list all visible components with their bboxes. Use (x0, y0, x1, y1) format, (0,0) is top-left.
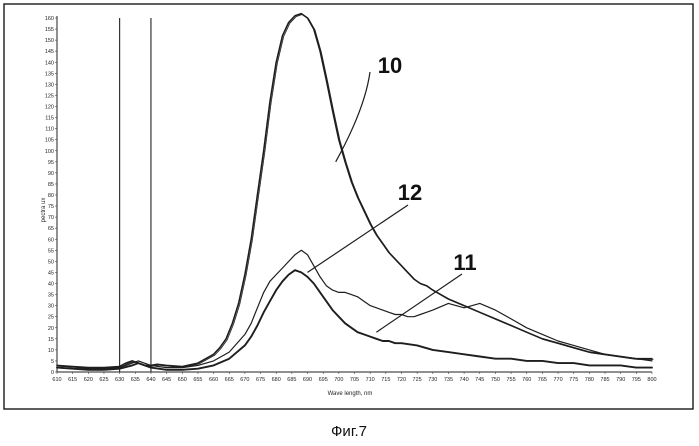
y-tick-label: 155 (45, 27, 54, 33)
y-tick-label: 120 (45, 105, 54, 111)
y-tick-label: 85 (48, 182, 54, 188)
y-tick-label: 95 (48, 160, 54, 166)
y-tick-label: 115 (45, 116, 54, 122)
y-tick-label: 65 (48, 226, 54, 232)
y-tick-label: 105 (45, 138, 54, 144)
y-tick-label: 45 (48, 270, 54, 276)
y-tick-label: 10 (48, 348, 54, 354)
series-line-12 (57, 250, 652, 368)
y-tick-label: 135 (45, 71, 54, 77)
y-tick-label: 55 (48, 248, 54, 254)
callout-label-12: 12 (398, 180, 422, 205)
x-axis: 610 615 620 625 630 635 640 645 650 655 660 665 670 6… (52, 372, 656, 383)
x-tick-label: 650 (178, 377, 187, 383)
x-tick-label: 770 (553, 377, 562, 383)
y-tick-label: 25 (48, 315, 54, 321)
y-tick-label: 15 (48, 337, 54, 343)
callout-label-11: 11 (453, 250, 476, 275)
y-tick-label: 130 (45, 82, 54, 88)
y-axis: 0 5 10 15 20 25 30 35 40 45 50 55 60 65 70 75 80 85 90 95 10… (45, 16, 57, 376)
x-tick-label: 760 (522, 377, 531, 383)
x-tick-label: 640 (146, 377, 155, 383)
y-tick-label: 140 (45, 60, 54, 66)
x-tick-label: 615 (68, 377, 77, 383)
y-tick-label: 150 (45, 38, 54, 44)
x-tick-label: 665 (225, 377, 234, 383)
x-tick-label: 745 (475, 377, 484, 383)
y-tick-label: 35 (48, 293, 54, 299)
x-tick-label: 630 (115, 377, 124, 383)
series-line-10 (57, 14, 652, 368)
x-tick-label: 725 (413, 377, 422, 383)
x-tick-label: 750 (491, 377, 500, 383)
y-tick-label: 30 (48, 304, 54, 310)
y-tick-label: 20 (48, 326, 54, 332)
x-tick-label: 765 (538, 377, 547, 383)
x-tick-label: 680 (272, 377, 281, 383)
x-tick-label: 700 (334, 377, 343, 383)
x-tick-label: 645 (162, 377, 171, 383)
x-tick-label: 710 (366, 377, 375, 383)
x-tick-label: 675 (256, 377, 265, 383)
x-tick-label: 775 (569, 377, 578, 383)
chart-frame (4, 4, 693, 409)
y-tick-label: 70 (48, 215, 54, 221)
x-tick-label: 670 (240, 377, 249, 383)
y-tick-label: 80 (48, 193, 54, 199)
x-tick-label: 685 (287, 377, 296, 383)
callout-label-10: 10 (378, 53, 402, 78)
x-axis-title: Wave length, nm (328, 391, 373, 397)
x-tick-label: 795 (632, 377, 641, 383)
y-tick-label: 0 (51, 370, 54, 376)
y-tick-label: 110 (45, 127, 54, 133)
figure-caption: Фиг.7 (331, 423, 367, 440)
y-tick-label: 75 (48, 204, 54, 210)
vertical-markers (120, 18, 151, 372)
x-tick-label: 740 (460, 377, 469, 383)
x-tick-label: 780 (585, 377, 594, 383)
callout-leader-12 (308, 205, 409, 272)
y-tick-label: 60 (48, 237, 54, 243)
x-tick-label: 755 (506, 377, 515, 383)
x-tick-label: 720 (397, 377, 406, 383)
x-tick-label: 735 (444, 377, 453, 383)
x-tick-label: 690 (303, 377, 312, 383)
x-tick-label: 790 (616, 377, 625, 383)
x-tick-label: 660 (209, 377, 218, 383)
y-tick-label: 100 (45, 149, 54, 155)
series-line-11 (57, 270, 652, 370)
y-tick-label: 5 (51, 359, 54, 365)
x-tick-label: 655 (193, 377, 202, 383)
x-tick-label: 785 (600, 377, 609, 383)
x-tick-label: 635 (131, 377, 140, 383)
y-tick-label: 40 (48, 282, 54, 288)
x-tick-label: 695 (319, 377, 328, 383)
x-tick-label: 610 (52, 377, 61, 383)
x-tick-label: 620 (84, 377, 93, 383)
y-tick-label: 125 (45, 93, 54, 99)
x-tick-label: 730 (428, 377, 437, 383)
y-tick-label: 50 (48, 259, 54, 265)
x-tick-label: 800 (647, 377, 656, 383)
x-tick-label: 705 (350, 377, 359, 383)
y-tick-label: 90 (48, 171, 54, 177)
x-tick-label: 715 (381, 377, 390, 383)
y-axis-title: pectra ux (41, 198, 47, 223)
y-tick-label: 145 (45, 49, 54, 55)
y-tick-label: 160 (45, 16, 54, 22)
x-tick-label: 625 (99, 377, 108, 383)
series-group (57, 14, 653, 370)
